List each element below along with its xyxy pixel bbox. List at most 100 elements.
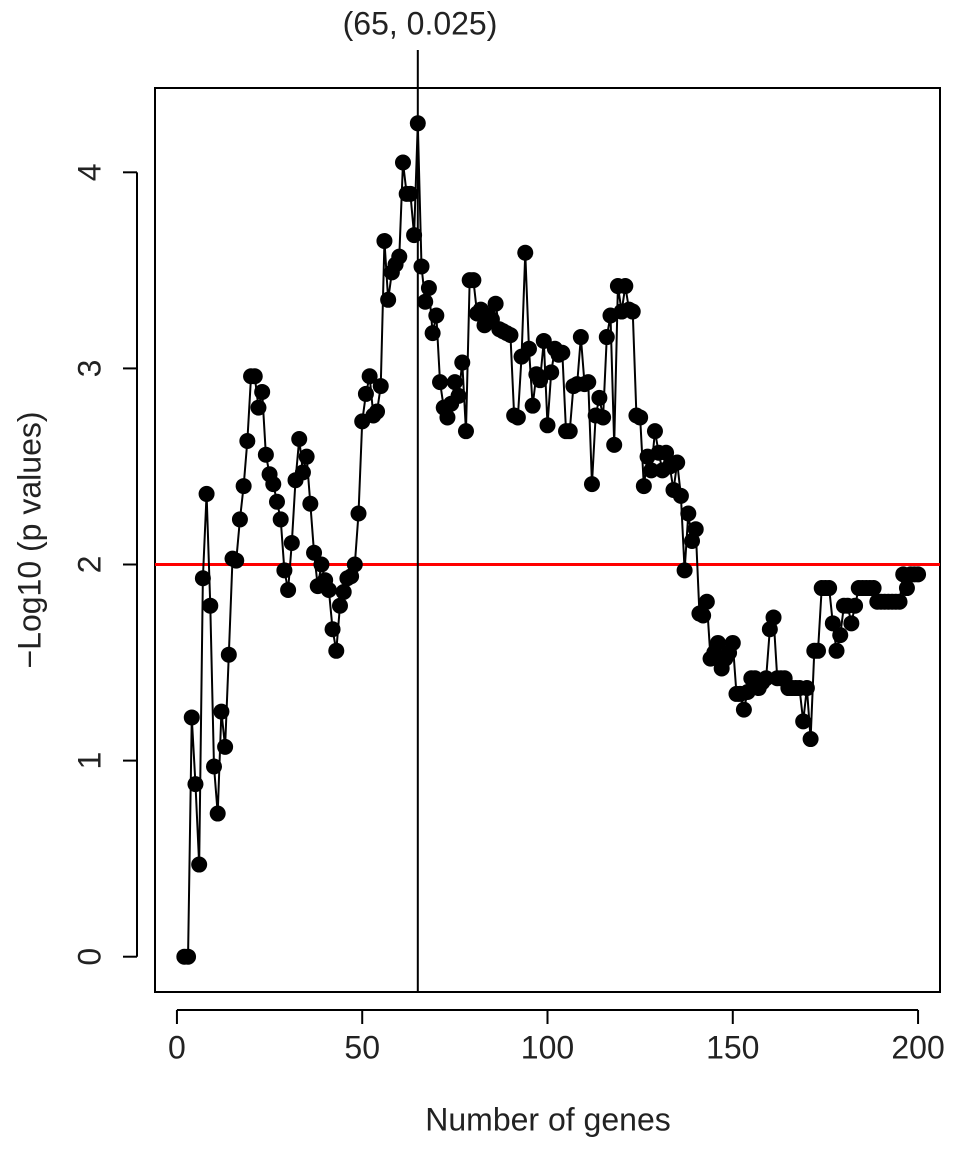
data-point [680, 505, 697, 522]
data-point [572, 329, 589, 346]
data-point [428, 307, 445, 324]
y-tick-label: 0 [71, 948, 107, 966]
data-point [424, 325, 441, 342]
data-point [646, 423, 663, 440]
data-point [898, 580, 915, 597]
data-point [291, 431, 308, 448]
data-point [369, 403, 386, 420]
data-point [268, 493, 285, 510]
data-point [698, 593, 715, 610]
data-point [213, 703, 230, 720]
data-point [409, 115, 426, 132]
y-tick-label: 3 [71, 360, 107, 378]
data-point [672, 487, 689, 504]
data-point [357, 385, 374, 402]
data-point [209, 805, 226, 822]
data-point [217, 738, 234, 755]
data-point [810, 642, 827, 659]
data-point [331, 597, 348, 614]
data-point [420, 280, 437, 297]
data-point [283, 534, 300, 551]
data-point [450, 387, 467, 404]
y-tick-label: 4 [71, 163, 107, 181]
data-point [580, 374, 597, 391]
data-point [394, 154, 411, 171]
data-point [220, 646, 237, 663]
data-point [865, 580, 882, 597]
data-point [335, 583, 352, 600]
data-point [380, 291, 397, 308]
data-point [272, 511, 289, 528]
data-point [539, 417, 556, 434]
data-point [246, 368, 263, 385]
data-point [891, 593, 908, 610]
x-tick-label: 100 [521, 1029, 574, 1065]
data-point [821, 580, 838, 597]
data-point [439, 409, 456, 426]
data-point [298, 448, 315, 465]
data-point [306, 544, 323, 561]
data-point [509, 409, 526, 426]
data-point [346, 556, 363, 573]
data-point [765, 609, 782, 626]
data-point [324, 621, 341, 638]
data-point [239, 432, 256, 449]
data-point [265, 476, 282, 493]
data-point [502, 327, 519, 344]
data-point [376, 232, 393, 249]
data-point [320, 582, 337, 599]
data-point [250, 399, 267, 416]
data-point [257, 446, 274, 463]
x-tick-label: 50 [344, 1029, 380, 1065]
data-point [532, 372, 549, 389]
data-point [598, 329, 615, 346]
data-point [735, 701, 752, 718]
data-point [624, 303, 641, 320]
data-point [183, 709, 200, 726]
data-point [724, 634, 741, 651]
x-tick-label: 200 [891, 1029, 944, 1065]
data-point [446, 374, 463, 391]
data-point [205, 758, 222, 775]
data-point [294, 464, 311, 481]
y-tick-label: 1 [71, 752, 107, 770]
data-point [798, 680, 815, 697]
y-tick-label: 2 [71, 556, 107, 574]
data-point [795, 713, 812, 730]
data-point [402, 185, 419, 202]
data-point [454, 354, 471, 371]
data-point [632, 409, 649, 426]
data-point [561, 423, 578, 440]
data-point [595, 409, 612, 426]
data-point [235, 478, 252, 495]
data-point [361, 368, 378, 385]
y-axis-label: −Log10 (p values) [11, 411, 47, 668]
data-point [520, 340, 537, 357]
data-point [487, 295, 504, 312]
data-point [606, 436, 623, 453]
data-point [643, 462, 660, 479]
data-point [406, 227, 423, 244]
x-tick-label: 150 [706, 1029, 759, 1065]
data-point [391, 248, 408, 265]
data-point [276, 562, 293, 579]
data-point [847, 597, 864, 614]
data-point [191, 856, 208, 873]
data-point [457, 423, 474, 440]
data-point [832, 627, 849, 644]
data-point [758, 670, 775, 687]
data-point [524, 397, 541, 414]
data-point [709, 634, 726, 651]
annotation: (65, 0.025) [343, 5, 498, 41]
data-point [687, 521, 704, 538]
data-point [543, 364, 560, 381]
data-point [432, 374, 449, 391]
x-axis-label: Number of genes [425, 1101, 670, 1137]
data-point [302, 495, 319, 512]
data-point [350, 505, 367, 522]
data-point [635, 478, 652, 495]
data-point [695, 607, 712, 624]
data-point [910, 566, 927, 583]
data-point [658, 444, 675, 461]
